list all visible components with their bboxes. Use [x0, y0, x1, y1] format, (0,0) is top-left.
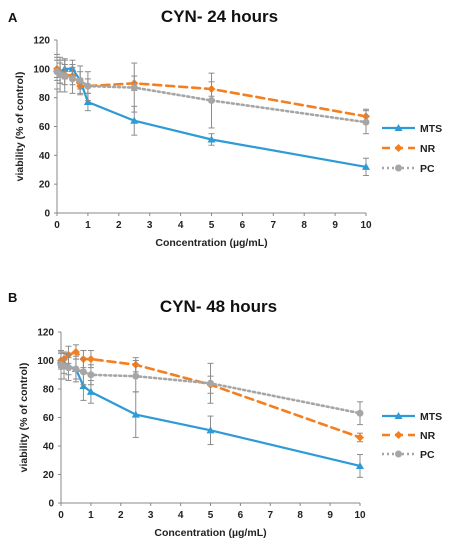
x-tick-label: 1: [85, 220, 91, 231]
series-pc: [57, 350, 364, 426]
data-point-pc: [68, 75, 76, 83]
y-tick-label: 80: [43, 385, 55, 396]
data-point-mts: [86, 387, 95, 395]
data-point-mts: [131, 410, 140, 418]
legend-marker-nr: [394, 431, 403, 439]
x-tick-label: 4: [178, 220, 184, 231]
chart-panel-a: A CYN- 24 hours 0 20 40 60 80 100 120 0 1 2 3 4 5 6 7 8 9 1…: [8, 7, 442, 249]
data-point-pc: [87, 371, 95, 379]
x-tick-label: 8: [301, 220, 307, 231]
data-point-pc: [207, 379, 214, 387]
x-tick-label: 1: [88, 510, 94, 521]
y-tick-label: 20: [39, 180, 51, 191]
data-point-mts: [83, 97, 92, 105]
legend-marker-nr: [394, 144, 403, 152]
x-tick-label: 2: [118, 510, 124, 521]
y-tick-label: 60: [39, 122, 51, 133]
data-point-pc: [132, 372, 140, 380]
legend-marker-pc: [395, 164, 402, 172]
data-point-mts: [356, 461, 364, 469]
panel-label: B: [8, 290, 17, 305]
data-point-mts: [206, 426, 215, 434]
x-tick-label: 6: [240, 220, 246, 231]
data-point-pc: [362, 118, 370, 126]
x-tick-label: 2: [116, 220, 122, 231]
legend: MTS NR PC: [382, 411, 442, 461]
data-point-mts: [207, 135, 216, 143]
legend-label-mts: MTS: [420, 411, 442, 423]
x-tick-label: 8: [297, 510, 303, 521]
data-point-mts: [362, 162, 370, 170]
y-tick-label: 100: [37, 356, 54, 367]
y-tick-label: 0: [48, 499, 54, 510]
x-tick-label: 7: [271, 220, 277, 231]
y-tick-label: 40: [43, 442, 55, 453]
data-point-nr: [71, 347, 80, 356]
x-tick-label: 10: [360, 220, 372, 231]
x-tick-label: 0: [58, 510, 64, 521]
x-tick-label: 5: [208, 510, 214, 521]
y-tick-label: 120: [33, 36, 50, 47]
data-point-mts: [79, 382, 88, 390]
data-point-pc: [61, 72, 69, 80]
x-axis-label: Concentration (µg/mL): [154, 527, 266, 539]
data-point-nr: [356, 433, 364, 442]
chart-panel-b: B CYN- 48 hours 0 20 40 60 80 100 120 0 1 2 3 4 5 6 7 8 9 1…: [8, 290, 442, 539]
y-axis-label: viability (% of control): [14, 72, 26, 182]
x-tick-label: 0: [54, 220, 60, 231]
legend-label-nr: NR: [420, 430, 436, 442]
x-tick-label: 9: [332, 220, 338, 231]
chart-title: CYN- 24 hours: [161, 7, 278, 26]
x-tick-label: 3: [147, 220, 153, 231]
x-tick-label: 6: [238, 510, 244, 521]
data-point-pc: [84, 82, 92, 90]
y-tick-label: 40: [39, 151, 51, 162]
series-pc: [53, 53, 370, 135]
legend-marker-mts: [394, 124, 403, 131]
y-tick-label: 20: [43, 470, 55, 481]
y-tick-label: 80: [39, 93, 51, 104]
x-tick-label: 7: [268, 510, 274, 521]
data-point-pc: [208, 97, 215, 105]
data-point-pc: [64, 364, 72, 372]
data-point-pc: [130, 84, 138, 92]
x-tick-label: 4: [178, 510, 184, 521]
x-tick-label: 3: [148, 510, 154, 521]
legend-marker-pc: [395, 450, 402, 458]
panel-label: A: [8, 10, 18, 25]
data-point-nr: [86, 355, 95, 364]
y-tick-label: 120: [37, 328, 54, 339]
legend: MTS NR PC: [382, 123, 442, 175]
y-tick-label: 100: [33, 64, 50, 75]
data-point-pc: [79, 368, 87, 376]
x-tick-label: 10: [354, 510, 366, 521]
chart-title: CYN- 48 hours: [160, 297, 277, 316]
y-axis-label: viability (% of control): [18, 363, 30, 473]
x-tick-label: 5: [209, 220, 215, 231]
data-point-pc: [356, 409, 364, 417]
y-tick-label: 0: [44, 209, 50, 220]
legend-marker-mts: [394, 412, 403, 419]
legend-label-mts: MTS: [420, 123, 442, 135]
y-tick-label: 60: [43, 413, 55, 424]
data-point-pc: [76, 76, 84, 84]
data-point-mts: [130, 116, 139, 124]
x-tick-label: 9: [327, 510, 333, 521]
x-axis-label: Concentration (µg/mL): [155, 237, 267, 249]
legend-label-pc: PC: [420, 449, 435, 461]
legend-label-nr: NR: [420, 143, 436, 155]
data-point-pc: [72, 365, 80, 373]
legend-label-pc: PC: [420, 163, 435, 175]
